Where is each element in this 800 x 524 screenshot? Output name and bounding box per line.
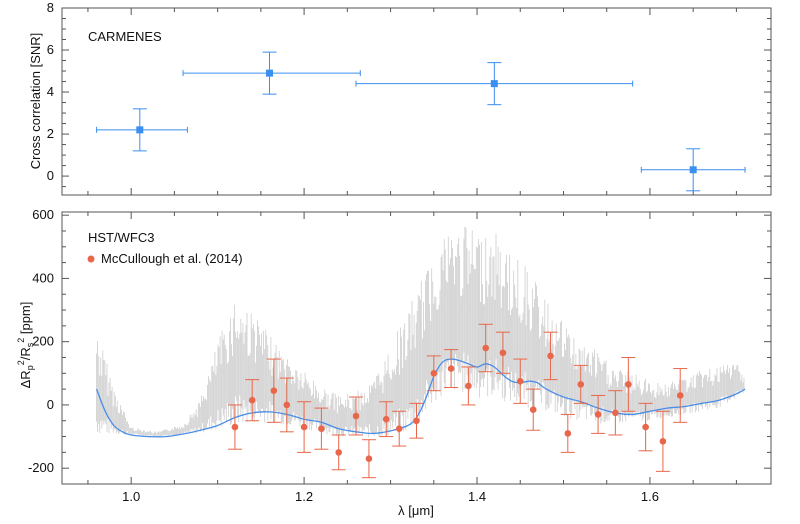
hst-marker <box>612 409 619 417</box>
hst-point-1 <box>227 404 242 450</box>
hst-y-tick-label: -200 <box>28 460 54 475</box>
carmenes-y-tick-label: 0 <box>47 168 54 183</box>
hst-marker <box>594 411 602 418</box>
hst-marker <box>465 382 472 390</box>
hst-point-7 <box>331 434 346 471</box>
hst-marker <box>395 425 403 432</box>
hst-point-6 <box>314 407 329 450</box>
hst-point-26 <box>638 402 653 452</box>
hst-marker <box>564 430 572 437</box>
hst-marker <box>529 406 537 413</box>
hst-y-tick-label: 600 <box>32 207 54 222</box>
hst-point-20 <box>543 331 558 381</box>
hst-point-14 <box>444 349 459 389</box>
hst-point-19 <box>526 388 541 431</box>
hst-x-tick-label: 1.6 <box>641 489 659 504</box>
hst-marker <box>516 377 524 385</box>
hst-panel: λ [μm] ΔRp2/Rs2 [ppm] 1.0 1.2 1.4 1.6 -200 0 2… <box>16 207 772 518</box>
carmenes-marker <box>689 166 697 174</box>
hst-point-18 <box>513 358 528 404</box>
hst-marker <box>499 349 507 357</box>
hst-point-8 <box>348 396 363 436</box>
hst-marker <box>642 423 649 431</box>
hst-marker <box>430 370 438 377</box>
hst-spectrum-lines <box>96 226 745 438</box>
hst-marker <box>625 381 632 388</box>
hst-marker <box>270 387 278 394</box>
hst-marker <box>659 438 667 445</box>
hst-spectrum-band <box>96 226 745 438</box>
hst-x-tick-label: 1.0 <box>122 489 140 504</box>
carmenes-y-tick-label: 8 <box>47 0 54 15</box>
hst-marker <box>352 412 360 420</box>
hst-point-21 <box>560 413 575 453</box>
carmenes-y-tick-label: 2 <box>47 126 54 141</box>
carmenes-panel-frame <box>61 7 772 196</box>
hst-marker <box>335 449 342 456</box>
carmenes-panel-label: CARMENES <box>88 29 162 44</box>
hst-point-28 <box>673 368 688 423</box>
carmenes-marker <box>490 80 498 88</box>
hst-point-5 <box>297 401 312 453</box>
carmenes-panel: CARMENES Cross correlation [SNR] 0 2 4 6 8 <box>28 0 772 196</box>
carmenes-y-tick-label: 4 <box>47 84 54 99</box>
hst-marker <box>231 423 239 431</box>
hst-point-24 <box>608 390 623 436</box>
hst-point-13 <box>426 355 441 392</box>
hst-y-tick-label: 0 <box>47 397 54 412</box>
hst-y-axis-title: ΔRp2/Rs2 [ppm] <box>16 302 35 389</box>
hst-point-17 <box>495 331 510 374</box>
hst-marker <box>365 455 373 462</box>
hst-point-12 <box>409 402 424 439</box>
hst-point-3 <box>266 358 281 423</box>
hst-point-16 <box>478 323 493 373</box>
hst-marker <box>318 425 325 432</box>
hst-panel-frame <box>61 211 772 485</box>
hst-x-tick-label: 1.4 <box>468 489 486 504</box>
hst-point-4 <box>279 377 294 433</box>
hst-y-tick-label: 400 <box>32 270 54 285</box>
hst-point-10 <box>379 401 394 438</box>
hst-marker <box>248 396 256 404</box>
hst-marker <box>577 381 585 388</box>
carmenes-y-axis-title: Cross correlation [SNR] <box>28 33 43 170</box>
hst-x-axis-title: λ [μm] <box>398 503 434 518</box>
hst-panel-label: HST/WFC3 <box>88 230 154 245</box>
carmenes-point-4 <box>640 148 746 192</box>
hst-marker <box>382 415 390 423</box>
hst-marker <box>482 344 489 352</box>
hst-point-9 <box>361 439 376 479</box>
hst-point-27 <box>655 410 670 472</box>
legend-marker <box>87 255 95 263</box>
hst-point-2 <box>245 379 260 422</box>
hst-marker <box>447 365 455 372</box>
carmenes-marker <box>136 126 144 134</box>
hst-marker <box>676 392 684 399</box>
hst-point-15 <box>461 366 476 406</box>
hst-point-22 <box>573 364 588 404</box>
hst-point-23 <box>591 394 606 434</box>
hst-marker <box>300 423 308 431</box>
hst-point-11 <box>392 410 407 447</box>
hst-marker <box>547 352 554 360</box>
carmenes-point-1 <box>96 108 188 152</box>
hst-marker <box>413 417 420 425</box>
hst-x-tick-label: 1.2 <box>295 489 313 504</box>
carmenes-point-3 <box>355 62 634 106</box>
hst-marker <box>283 401 291 409</box>
carmenes-y-tick-label: 6 <box>47 42 54 57</box>
hst-y-tick-label: 200 <box>32 334 54 349</box>
carmenes-marker <box>266 69 274 77</box>
legend-label: McCullough et al. (2014) <box>101 251 243 266</box>
hst-point-25 <box>621 356 636 412</box>
carmenes-point-2 <box>182 51 361 95</box>
